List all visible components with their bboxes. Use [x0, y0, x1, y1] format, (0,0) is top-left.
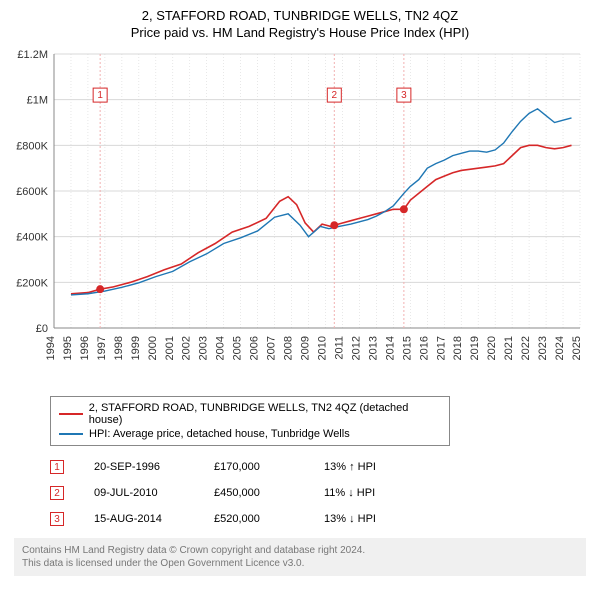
legend: 2, STAFFORD ROAD, TUNBRIDGE WELLS, TN2 4…: [50, 396, 450, 446]
svg-text:£0: £0: [36, 323, 48, 335]
event-marker: 1: [50, 460, 64, 474]
footer-line-2: This data is licensed under the Open Gov…: [22, 557, 578, 570]
svg-text:2007: 2007: [266, 336, 278, 360]
svg-text:2015: 2015: [401, 336, 413, 360]
line-chart-svg: £0 £200K £400K £600K £800K £1M £1.2M 1994 1995 19…: [10, 48, 590, 388]
event-price: £170,000: [214, 461, 294, 473]
svg-text:2011: 2011: [333, 336, 345, 360]
event-price: £520,000: [214, 513, 294, 525]
legend-item: HPI: Average price, detached house, Tunb…: [59, 427, 441, 441]
svg-text:2000: 2000: [147, 336, 159, 360]
chart-title: 2, STAFFORD ROAD, TUNBRIDGE WELLS, TN2 4…: [10, 8, 590, 23]
svg-text:2003: 2003: [198, 336, 210, 360]
svg-text:£800K: £800K: [16, 140, 48, 152]
event-date: 20-SEP-1996: [94, 461, 184, 473]
svg-text:2018: 2018: [452, 336, 464, 360]
chart-subtitle: Price paid vs. HM Land Registry's House …: [10, 25, 590, 40]
chart-container: 2, STAFFORD ROAD, TUNBRIDGE WELLS, TN2 4…: [0, 0, 600, 584]
svg-text:1996: 1996: [79, 336, 91, 360]
svg-text:1997: 1997: [96, 336, 108, 360]
legend-label: 2, STAFFORD ROAD, TUNBRIDGE WELLS, TN2 4…: [89, 402, 441, 426]
svg-text:2001: 2001: [164, 336, 176, 360]
svg-text:1: 1: [97, 90, 103, 101]
svg-text:2005: 2005: [232, 336, 244, 360]
legend-label: HPI: Average price, detached house, Tunb…: [89, 428, 350, 440]
svg-text:2017: 2017: [435, 336, 447, 360]
legend-swatch: [59, 413, 83, 415]
event-hpi: 13% ↓ HPI: [324, 513, 424, 525]
chart-area: £0 £200K £400K £600K £800K £1M £1.2M 1994 1995 19…: [10, 48, 590, 388]
footer-line-1: Contains HM Land Registry data © Crown c…: [22, 544, 578, 557]
svg-text:£1M: £1M: [27, 95, 48, 107]
svg-text:2012: 2012: [350, 336, 362, 360]
svg-text:2002: 2002: [181, 336, 193, 360]
svg-text:3: 3: [401, 90, 407, 101]
svg-text:£200K: £200K: [16, 277, 48, 289]
svg-text:2024: 2024: [554, 336, 566, 360]
event-date: 09-JUL-2010: [94, 487, 184, 499]
svg-text:1995: 1995: [62, 336, 74, 360]
svg-text:2023: 2023: [537, 336, 549, 360]
event-hpi: 13% ↑ HPI: [324, 461, 424, 473]
svg-text:2016: 2016: [418, 336, 430, 360]
svg-text:1994: 1994: [45, 336, 57, 360]
svg-text:£600K: £600K: [16, 186, 48, 198]
svg-text:2022: 2022: [520, 336, 532, 360]
event-row: 3 15-AUG-2014 £520,000 13% ↓ HPI: [50, 506, 586, 532]
svg-text:2021: 2021: [503, 336, 515, 360]
footer-attribution: Contains HM Land Registry data © Crown c…: [14, 538, 586, 576]
event-price: £450,000: [214, 487, 294, 499]
svg-text:1999: 1999: [130, 336, 142, 360]
event-marker: 2: [50, 486, 64, 500]
svg-text:2019: 2019: [469, 336, 481, 360]
legend-item: 2, STAFFORD ROAD, TUNBRIDGE WELLS, TN2 4…: [59, 401, 441, 427]
svg-text:1998: 1998: [113, 336, 125, 360]
svg-text:2008: 2008: [283, 336, 295, 360]
svg-text:2013: 2013: [367, 336, 379, 360]
legend-swatch: [59, 433, 83, 435]
event-row: 2 09-JUL-2010 £450,000 11% ↓ HPI: [50, 480, 586, 506]
svg-text:£1.2M: £1.2M: [17, 49, 48, 61]
event-list: 1 20-SEP-1996 £170,000 13% ↑ HPI 2 09-JUL-201…: [50, 454, 586, 532]
svg-text:2014: 2014: [384, 336, 396, 360]
svg-text:2004: 2004: [215, 336, 227, 360]
svg-text:2009: 2009: [300, 336, 312, 360]
svg-text:2: 2: [332, 90, 338, 101]
event-row: 1 20-SEP-1996 £170,000 13% ↑ HPI: [50, 454, 586, 480]
svg-text:2006: 2006: [249, 336, 261, 360]
svg-text:2020: 2020: [486, 336, 498, 360]
event-date: 15-AUG-2014: [94, 513, 184, 525]
svg-text:2025: 2025: [571, 336, 583, 360]
svg-text:£400K: £400K: [16, 232, 48, 244]
event-marker: 3: [50, 512, 64, 526]
event-hpi: 11% ↓ HPI: [324, 487, 424, 499]
svg-text:2010: 2010: [316, 336, 328, 360]
